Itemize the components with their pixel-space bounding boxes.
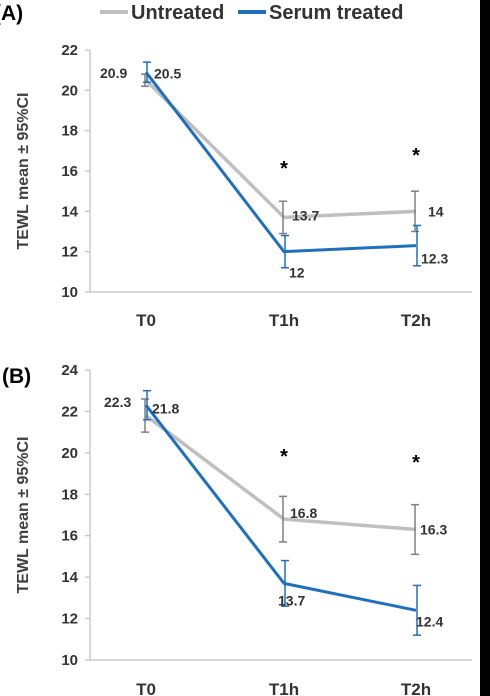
- significance-marker: *: [280, 446, 288, 468]
- series-line-serum-treated: [144, 71, 417, 254]
- data-label-untreated: 16.3: [420, 522, 447, 538]
- y-tick-label: 14: [61, 569, 78, 586]
- data-label-untreated: 16.8: [290, 505, 317, 521]
- legend-label-1: Serum treated: [269, 2, 404, 24]
- y-tick-label: 18: [61, 486, 78, 503]
- series-line-serum-treated: [144, 404, 417, 612]
- x-tick-label: T2h: [401, 311, 431, 330]
- x-tick-label: T0: [136, 680, 156, 696]
- data-label-untreated: 21.8: [152, 401, 179, 417]
- panel-letter: (B): [2, 365, 31, 388]
- y-axis-label: TEWL mean ± 95%CI: [15, 437, 32, 594]
- x-tick-label: T2h: [401, 680, 431, 696]
- y-tick-label: 12: [61, 611, 78, 628]
- significance-marker: *: [280, 158, 288, 180]
- data-label-serum-treated: 12: [289, 265, 305, 281]
- y-tick-label: 12: [61, 244, 78, 261]
- data-label-untreated: 14: [428, 203, 444, 219]
- data-label-serum-treated: 20.9: [100, 65, 127, 81]
- y-tick-label: 22: [61, 403, 78, 420]
- data-label-untreated: 13.7: [292, 207, 319, 223]
- y-tick-label: 20: [61, 445, 78, 462]
- y-tick-label: 16: [61, 163, 78, 180]
- y-tick-label: 16: [61, 528, 78, 545]
- legend-label-0: Untreated: [131, 2, 224, 24]
- panel-a: (A) TEWL mean ± 95%CI 10 12 14 16 18 20 22 T0 T1h T…: [0, 2, 472, 330]
- x-tick-label: T1h: [269, 680, 299, 696]
- x-tick-label: T0: [136, 311, 156, 330]
- y-tick-label: 14: [61, 203, 78, 220]
- panel-letter: (A): [0, 2, 23, 25]
- data-label-serum-treated: 22.3: [104, 394, 131, 410]
- y-axis-label: TEWL mean ± 95%CI: [15, 93, 32, 250]
- data-label-serum-treated: 13.7: [278, 592, 305, 608]
- data-label-serum-treated: 12.4: [416, 613, 443, 629]
- y-tick-label: 18: [61, 123, 78, 140]
- significance-marker: *: [412, 145, 420, 167]
- y-tick-label: 24: [61, 362, 78, 379]
- right-edge-bar: [480, 0, 490, 696]
- y-tick-label: 22: [61, 42, 78, 59]
- series-line-untreated: [144, 414, 417, 532]
- y-tick-label: 20: [61, 82, 78, 99]
- y-tick-label: 10: [61, 284, 78, 301]
- y-tick-label: 10: [61, 652, 78, 669]
- x-tick-label: T1h: [269, 311, 299, 330]
- series-line-untreated: [144, 79, 417, 220]
- data-label-serum-treated: 12.3: [421, 251, 448, 267]
- data-label-untreated: 20.5: [154, 65, 181, 81]
- panel-b: (B) TEWL mean ± 95%CI 10 12 14 16 18 20 22 24 T0 T1…: [2, 362, 472, 696]
- legend: Untreated Serum treated: [100, 2, 404, 24]
- significance-marker: *: [412, 452, 420, 474]
